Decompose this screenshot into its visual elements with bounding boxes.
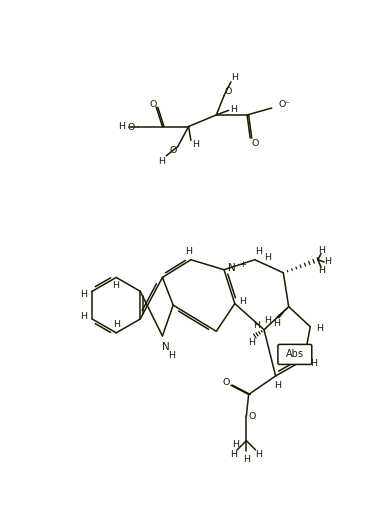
Text: H: H [185,247,192,256]
Text: O: O [169,146,177,155]
Text: H: H [168,351,175,360]
FancyBboxPatch shape [278,344,312,364]
Text: H: H [231,450,238,459]
Text: O: O [252,139,259,148]
Text: N: N [162,342,169,352]
Text: H: H [248,338,255,347]
Text: H: H [80,290,87,299]
Text: H: H [112,281,119,290]
Text: +: + [239,260,246,269]
Text: H: H [118,122,125,131]
Text: H: H [253,322,260,331]
Text: H: H [316,324,323,333]
Text: H: H [264,316,271,325]
Text: O: O [223,378,230,386]
Text: H: H [255,450,262,459]
Text: H: H [232,440,239,449]
Text: H: H [273,319,280,328]
Text: H: H [239,297,246,306]
Text: H: H [318,266,325,275]
Text: O: O [149,100,157,109]
Text: H: H [192,140,199,149]
Text: H: H [255,247,262,256]
Text: O: O [127,123,135,132]
Text: H: H [310,359,317,368]
Text: Abs: Abs [286,350,304,360]
Text: H: H [231,105,238,114]
Text: O: O [249,411,256,420]
Text: O⁻: O⁻ [279,100,291,109]
Text: H: H [318,246,325,255]
Text: H: H [231,73,238,82]
Polygon shape [277,307,289,318]
Text: H: H [80,312,87,321]
Text: H: H [325,257,331,266]
Text: O: O [224,87,231,96]
Text: H: H [243,455,250,464]
Text: H: H [274,382,282,391]
Text: H: H [158,157,165,166]
Text: H: H [113,320,120,329]
Text: H: H [264,253,271,262]
Text: N: N [228,263,236,273]
